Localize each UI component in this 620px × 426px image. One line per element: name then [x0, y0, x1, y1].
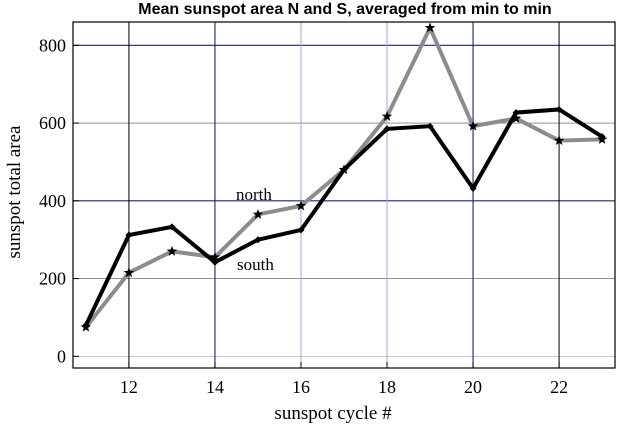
x-tick-label: 16: [292, 377, 310, 397]
data-point-south-21: [512, 109, 520, 117]
data-point-south-23: [598, 133, 606, 141]
x-tick-label: 12: [120, 377, 138, 397]
x-tick-label: 20: [464, 377, 482, 397]
data-point-south-22: [555, 105, 563, 113]
series-label-south: south: [237, 255, 274, 274]
data-point-north-13: [166, 245, 178, 256]
y-tick-label: 0: [57, 346, 66, 366]
data-point-north-22: [553, 135, 565, 146]
data-point-south-15: [254, 236, 262, 244]
plot-frame: [72, 21, 616, 369]
data-point-south-17: [340, 166, 348, 174]
y-tick-label: 200: [39, 269, 66, 289]
data-point-north-19: [424, 22, 436, 33]
grid-lines: [73, 22, 615, 368]
data-point-north-12: [123, 267, 135, 278]
y-tick-label: 800: [39, 35, 66, 55]
series-label-north: north: [236, 185, 272, 204]
data-point-south-18: [383, 125, 391, 133]
x-tick-label: 14: [206, 377, 224, 397]
data-point-south-20: [469, 184, 477, 192]
data-point-north-21: [510, 112, 522, 123]
data-point-south-11: [82, 321, 90, 329]
data-series: [80, 22, 608, 332]
data-point-north-14: [209, 251, 221, 262]
axis-ticks: 12 14 16 18 20 22 0 200 400 600 800: [39, 35, 568, 397]
series-line-south: [84, 107, 604, 327]
data-point-north-20: [467, 120, 479, 131]
data-point-south-16: [297, 226, 305, 234]
chart-title: Mean sunspot area N and S, averaged from…: [138, 1, 551, 18]
y-tick-label: 400: [39, 191, 66, 211]
data-point-south-19: [426, 122, 434, 130]
data-point-north-18: [381, 110, 393, 121]
data-point-south-14: [211, 258, 219, 266]
x-axis-label: sunspot cycle #: [274, 403, 392, 424]
x-tick-label: 18: [378, 377, 396, 397]
y-tick-label: 600: [39, 113, 66, 133]
data-point-south-12: [125, 231, 133, 239]
series-line-north: [84, 23, 603, 329]
data-point-north-15: [252, 208, 264, 219]
data-point-south-13: [168, 223, 176, 231]
x-tick-label: 22: [550, 377, 568, 397]
y-axis-label: sunspot total area: [4, 125, 25, 259]
data-point-north-16: [295, 200, 307, 211]
